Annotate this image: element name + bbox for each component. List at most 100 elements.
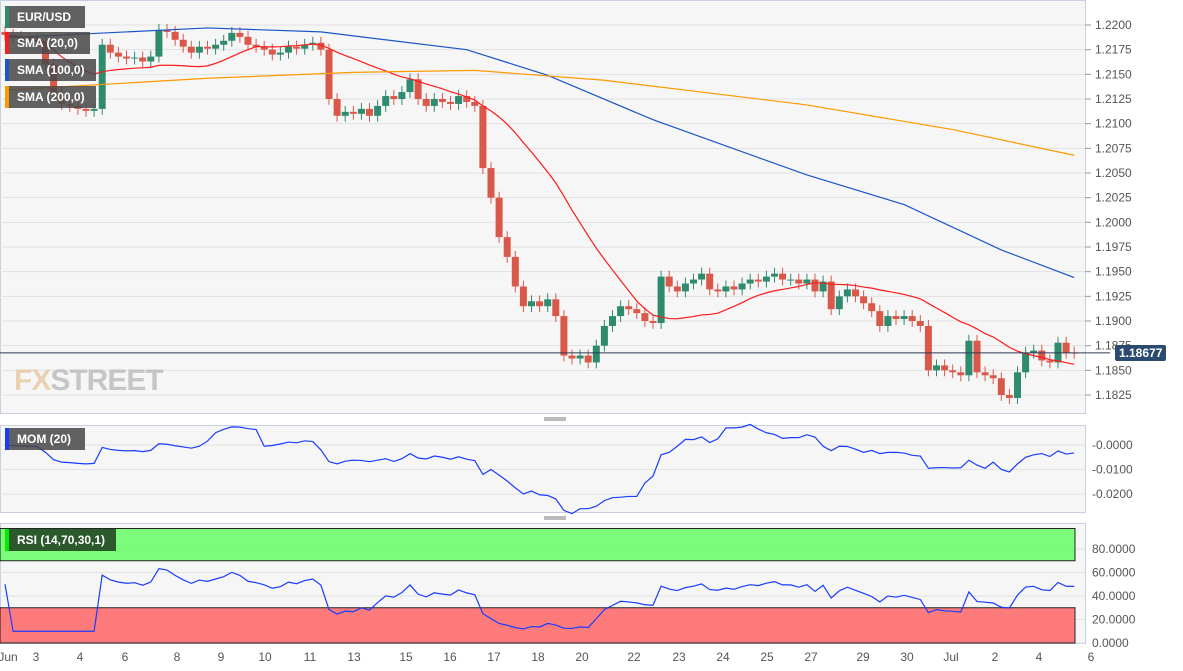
candle <box>293 46 301 49</box>
resize-handle <box>544 516 566 520</box>
candle <box>479 105 487 169</box>
candle <box>317 42 325 50</box>
candle <box>771 273 778 277</box>
candle <box>657 276 665 323</box>
candle <box>374 105 382 116</box>
momentum-line <box>4 423 1075 515</box>
candle <box>633 309 641 314</box>
x-tick-label: 6 <box>122 650 129 664</box>
candle <box>487 168 495 198</box>
legend-label: SMA (200,0) <box>17 90 85 104</box>
candle <box>1046 360 1054 363</box>
x-tick-label: 13 <box>347 650 361 664</box>
candle <box>1022 352 1030 373</box>
candle <box>641 313 649 322</box>
candle <box>973 340 981 373</box>
price-tick-label: 1.2125 <box>1095 92 1132 106</box>
rsi-tick-label: 80.0000 <box>1092 542 1136 556</box>
candle <box>787 279 795 281</box>
candle <box>301 44 309 49</box>
candle <box>617 306 625 317</box>
candle <box>900 316 908 320</box>
candle <box>414 79 422 100</box>
candle <box>609 316 616 326</box>
price-tick-label: 1.1850 <box>1095 363 1132 377</box>
x-tick-label: 10 <box>258 650 272 664</box>
candle <box>163 29 171 32</box>
candle <box>738 283 746 290</box>
candle <box>285 46 292 53</box>
rsi-tick-label: 60.0000 <box>1092 566 1136 580</box>
candle <box>349 111 357 114</box>
candle <box>941 365 949 371</box>
candle <box>924 325 932 371</box>
candle <box>1030 350 1038 353</box>
price-tick-label: 1.2200 <box>1095 18 1132 32</box>
candle <box>220 40 228 45</box>
candle <box>795 279 803 284</box>
price-tick-label: 1.2150 <box>1095 67 1132 81</box>
candle <box>949 370 957 373</box>
candle <box>560 316 568 356</box>
price-tick-label: 1.2000 <box>1095 215 1132 229</box>
candle <box>236 32 244 37</box>
candle <box>592 345 600 363</box>
x-tick-label: 11 <box>304 650 317 664</box>
candle <box>195 46 203 53</box>
mom-tick-label: -0.0000 <box>1092 438 1133 452</box>
x-tick-label: 15 <box>399 650 413 664</box>
candle <box>1038 350 1046 361</box>
candle <box>179 39 187 47</box>
candle <box>511 256 519 287</box>
overbought-zone <box>0 528 1076 562</box>
candle <box>528 301 535 307</box>
resize-handle <box>544 417 566 421</box>
candle <box>698 273 706 280</box>
candle <box>398 92 406 100</box>
candle <box>244 36 252 45</box>
panel <box>0 0 1086 414</box>
candle <box>90 108 98 111</box>
x-tick-label: 9 <box>218 650 225 664</box>
candle <box>438 99 446 102</box>
candle <box>98 44 106 109</box>
candle <box>916 321 924 326</box>
candle <box>714 289 722 292</box>
candle <box>681 283 689 292</box>
candle <box>357 108 365 114</box>
candle <box>965 340 973 376</box>
candle <box>568 355 576 359</box>
candle <box>852 289 859 297</box>
rsi-line <box>4 567 1075 632</box>
candle <box>989 375 997 379</box>
rsi-tick-label: 0.0000 <box>1092 636 1129 650</box>
x-tick-label: Jul <box>943 650 958 664</box>
x-tick-label: 8 <box>174 650 181 664</box>
legend-label: SMA (100,0) <box>17 63 85 77</box>
candle <box>584 355 592 363</box>
mom-tick-label: -0.0100 <box>1092 463 1133 477</box>
price-tick-label: 1.2075 <box>1095 141 1132 155</box>
legend-label: SMA (20,0) <box>17 36 78 50</box>
sma200-line <box>4 69 1075 156</box>
x-tick-label: 4 <box>1036 650 1043 664</box>
candle <box>471 101 479 106</box>
price-tick-label: 1.1825 <box>1095 388 1132 402</box>
candle <box>997 378 1005 396</box>
legend-mom: MOM (20) <box>5 428 85 450</box>
candle <box>131 57 139 59</box>
candle <box>552 299 560 317</box>
candle <box>706 273 714 290</box>
candle <box>1014 372 1021 398</box>
x-tick-label: 27 <box>804 650 818 664</box>
candle <box>390 96 398 100</box>
x-tick-label: 25 <box>760 650 774 664</box>
price-tick-label: 1.2175 <box>1095 43 1132 57</box>
candle <box>827 281 835 310</box>
candle <box>341 111 349 116</box>
candle <box>746 279 754 284</box>
price-tick-label: 1.2100 <box>1095 117 1132 131</box>
mom-tick-label: -0.0200 <box>1092 487 1133 501</box>
x-tick-label: 18 <box>531 650 545 664</box>
candle <box>147 56 155 62</box>
